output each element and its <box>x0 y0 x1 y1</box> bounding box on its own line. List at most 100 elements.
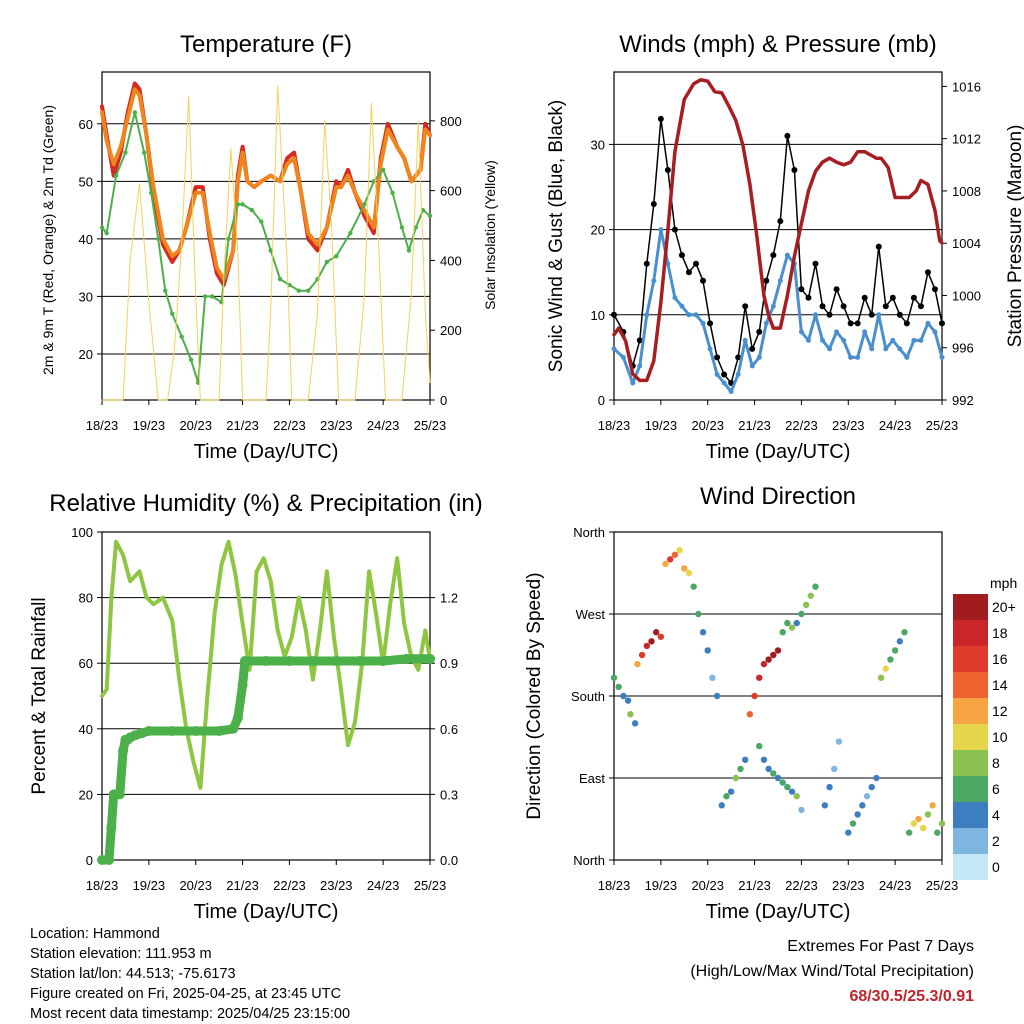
x-tick-label: 24/23 <box>367 878 400 893</box>
direction-point <box>746 711 754 718</box>
wind-point <box>820 337 826 343</box>
y-right-tick-label: 1000 <box>952 288 981 303</box>
colorbar-label: 8 <box>992 755 1000 771</box>
wind-point <box>686 312 692 318</box>
y-tick-label: 80 <box>79 591 93 606</box>
wind-point <box>862 329 868 335</box>
direction-point <box>713 692 721 700</box>
direction-point <box>854 811 861 818</box>
direction-point <box>620 692 627 700</box>
direction-point <box>631 720 639 727</box>
y-tick-label: 40 <box>79 722 93 737</box>
gust-point <box>840 303 847 310</box>
gust-point <box>896 311 903 318</box>
direction-point <box>784 783 791 791</box>
direction-point <box>882 665 889 672</box>
wind-point <box>679 303 685 309</box>
colorbar-swatch <box>953 724 988 750</box>
wind-point <box>805 337 811 343</box>
figure-created: Figure created on Fri, 2025-04-25, at 23… <box>30 986 342 1002</box>
wind-point <box>611 346 617 352</box>
y-right-tick-label: 1012 <box>952 132 981 147</box>
x-tick-label: 18/23 <box>86 418 119 433</box>
direction-point <box>887 656 894 663</box>
x-tick-label: 25/23 <box>414 418 447 433</box>
gust-point <box>889 294 896 301</box>
precip-point <box>239 656 250 667</box>
colorbar-label: 12 <box>992 703 1008 719</box>
precip-point <box>167 725 178 736</box>
dewpoint-point <box>249 207 255 213</box>
direction-point <box>793 793 800 800</box>
direction-point <box>695 610 702 618</box>
precip-point <box>106 822 117 833</box>
winds-xlabel: Time (Day/UTC) <box>706 441 851 463</box>
gust-point <box>735 354 742 361</box>
colorbar-swatch <box>953 854 988 880</box>
dewpoint-point <box>324 259 330 265</box>
gust-point <box>868 311 875 318</box>
colorbar-label: 14 <box>992 677 1008 693</box>
direction-point <box>718 802 725 809</box>
precip-point <box>354 656 365 667</box>
direction-point <box>709 674 716 681</box>
humidity-ylabel-left: Percent & Total Rainfall <box>29 597 50 794</box>
y-tick-label: 30 <box>591 137 605 152</box>
gust-point <box>798 286 805 293</box>
y-tick-label: 40 <box>79 232 93 247</box>
wind-point <box>827 346 833 352</box>
y-right-tick-label: 0.6 <box>440 722 458 737</box>
direction-point <box>798 610 805 618</box>
direction-point <box>929 802 936 809</box>
wind-point <box>798 329 804 335</box>
colorbar-swatch <box>953 802 988 828</box>
precip-point <box>118 745 129 756</box>
dewpoint-point <box>99 225 105 230</box>
direction-point <box>788 788 796 795</box>
gust-point <box>678 252 685 259</box>
y-tick-label: East <box>579 771 605 786</box>
x-tick-label: 20/23 <box>179 878 212 893</box>
wind-point <box>700 320 706 326</box>
dewpoint-point <box>226 236 231 242</box>
x-tick-label: 21/23 <box>226 418 259 433</box>
direction-point <box>774 774 782 782</box>
precip-point <box>97 855 107 865</box>
direction-point <box>779 779 786 786</box>
gust-point <box>861 294 868 301</box>
direction-point <box>732 774 740 782</box>
dewpoint-point <box>156 236 161 242</box>
dewpoint-point <box>259 219 264 224</box>
gust-point <box>636 337 643 344</box>
direction-point <box>727 788 735 795</box>
winds-ylabel-left: Sonic Wind & Gust (Blue, Black) <box>546 100 567 372</box>
gust-point <box>875 243 882 250</box>
gust-point <box>939 320 945 327</box>
colorbar-swatch <box>953 750 988 776</box>
colorbar-swatch <box>953 672 988 698</box>
dewpoint-point <box>406 248 412 253</box>
direction-point <box>774 647 782 654</box>
winds-title: Winds (mph) & Pressure (mb) <box>619 31 936 58</box>
y-tick-label: South <box>571 689 605 704</box>
direction-point <box>760 660 768 668</box>
y-tick-label: 60 <box>79 656 93 671</box>
wind-point <box>644 312 650 318</box>
plot-frame <box>101 531 431 861</box>
direction-point <box>784 619 791 627</box>
direction-point <box>896 638 904 645</box>
x-tick-label: 18/23 <box>86 878 119 893</box>
pressure-line <box>612 78 944 383</box>
humidity-line <box>100 539 432 790</box>
y-tick-label: West <box>576 607 606 622</box>
gust-point <box>763 277 770 284</box>
wind-point <box>693 312 699 318</box>
extremes-values: 68/30.5/25.3/0.91 <box>849 988 974 1005</box>
solar-insolation-line <box>101 85 431 401</box>
direction-point <box>910 820 918 827</box>
wind-point <box>749 363 755 369</box>
dewpoint-point <box>380 167 386 173</box>
gust-point <box>847 320 854 327</box>
direction-point <box>849 820 857 827</box>
